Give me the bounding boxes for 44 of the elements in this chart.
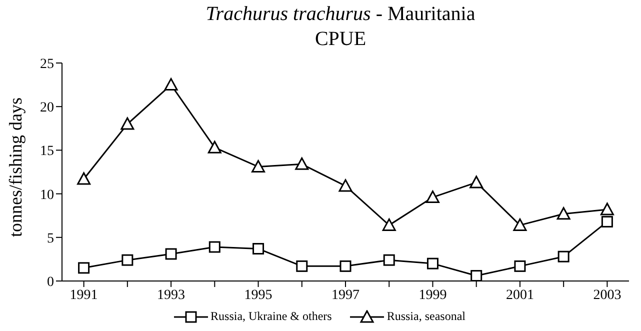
point [340, 260, 352, 272]
y-axis-title: tonnes/fishing days [5, 98, 26, 237]
point [426, 190, 440, 204]
x-tick-label: 1995 [244, 288, 272, 303]
point [120, 117, 134, 130]
chart-subtitle: CPUE [314, 27, 368, 52]
point [296, 260, 308, 272]
point [208, 140, 222, 154]
point [77, 172, 91, 185]
legend-label: Russia, seasonal [386, 309, 466, 324]
point [122, 254, 134, 266]
point [470, 176, 484, 188]
y-tick-label: 10 [40, 188, 54, 203]
point [514, 260, 526, 272]
x-tick-label: 1991 [70, 288, 98, 303]
point [252, 160, 266, 173]
x-tick-label: 1999 [418, 288, 447, 303]
point [383, 254, 395, 266]
point [165, 248, 177, 260]
y-tick-label: 5 [47, 231, 54, 246]
x-tick-label: 1997 [332, 288, 360, 303]
point [164, 78, 178, 91]
x-tick-label: 2001 [506, 288, 534, 303]
point [382, 218, 396, 231]
point [252, 242, 264, 254]
point [470, 270, 482, 281]
point [513, 218, 527, 231]
point [338, 179, 352, 192]
y-tick-label: 0 [47, 274, 54, 290]
y-tick-label: 20 [40, 100, 54, 116]
y-tick-label: 25 [40, 56, 54, 72]
point [600, 202, 614, 216]
point [601, 216, 613, 228]
point [558, 250, 570, 262]
point [556, 207, 570, 220]
legend-label: Russia, Ukraine & others [210, 309, 332, 324]
point [208, 241, 220, 253]
point [78, 262, 90, 274]
point [426, 258, 438, 270]
x-tick-label: 2003 [593, 288, 622, 303]
x-tick-label: 1993 [157, 288, 186, 303]
y-tick-label: 15 [40, 144, 54, 160]
point [295, 157, 309, 170]
chart-title: Trachurus trachurus - Mauritania [204, 2, 476, 27]
